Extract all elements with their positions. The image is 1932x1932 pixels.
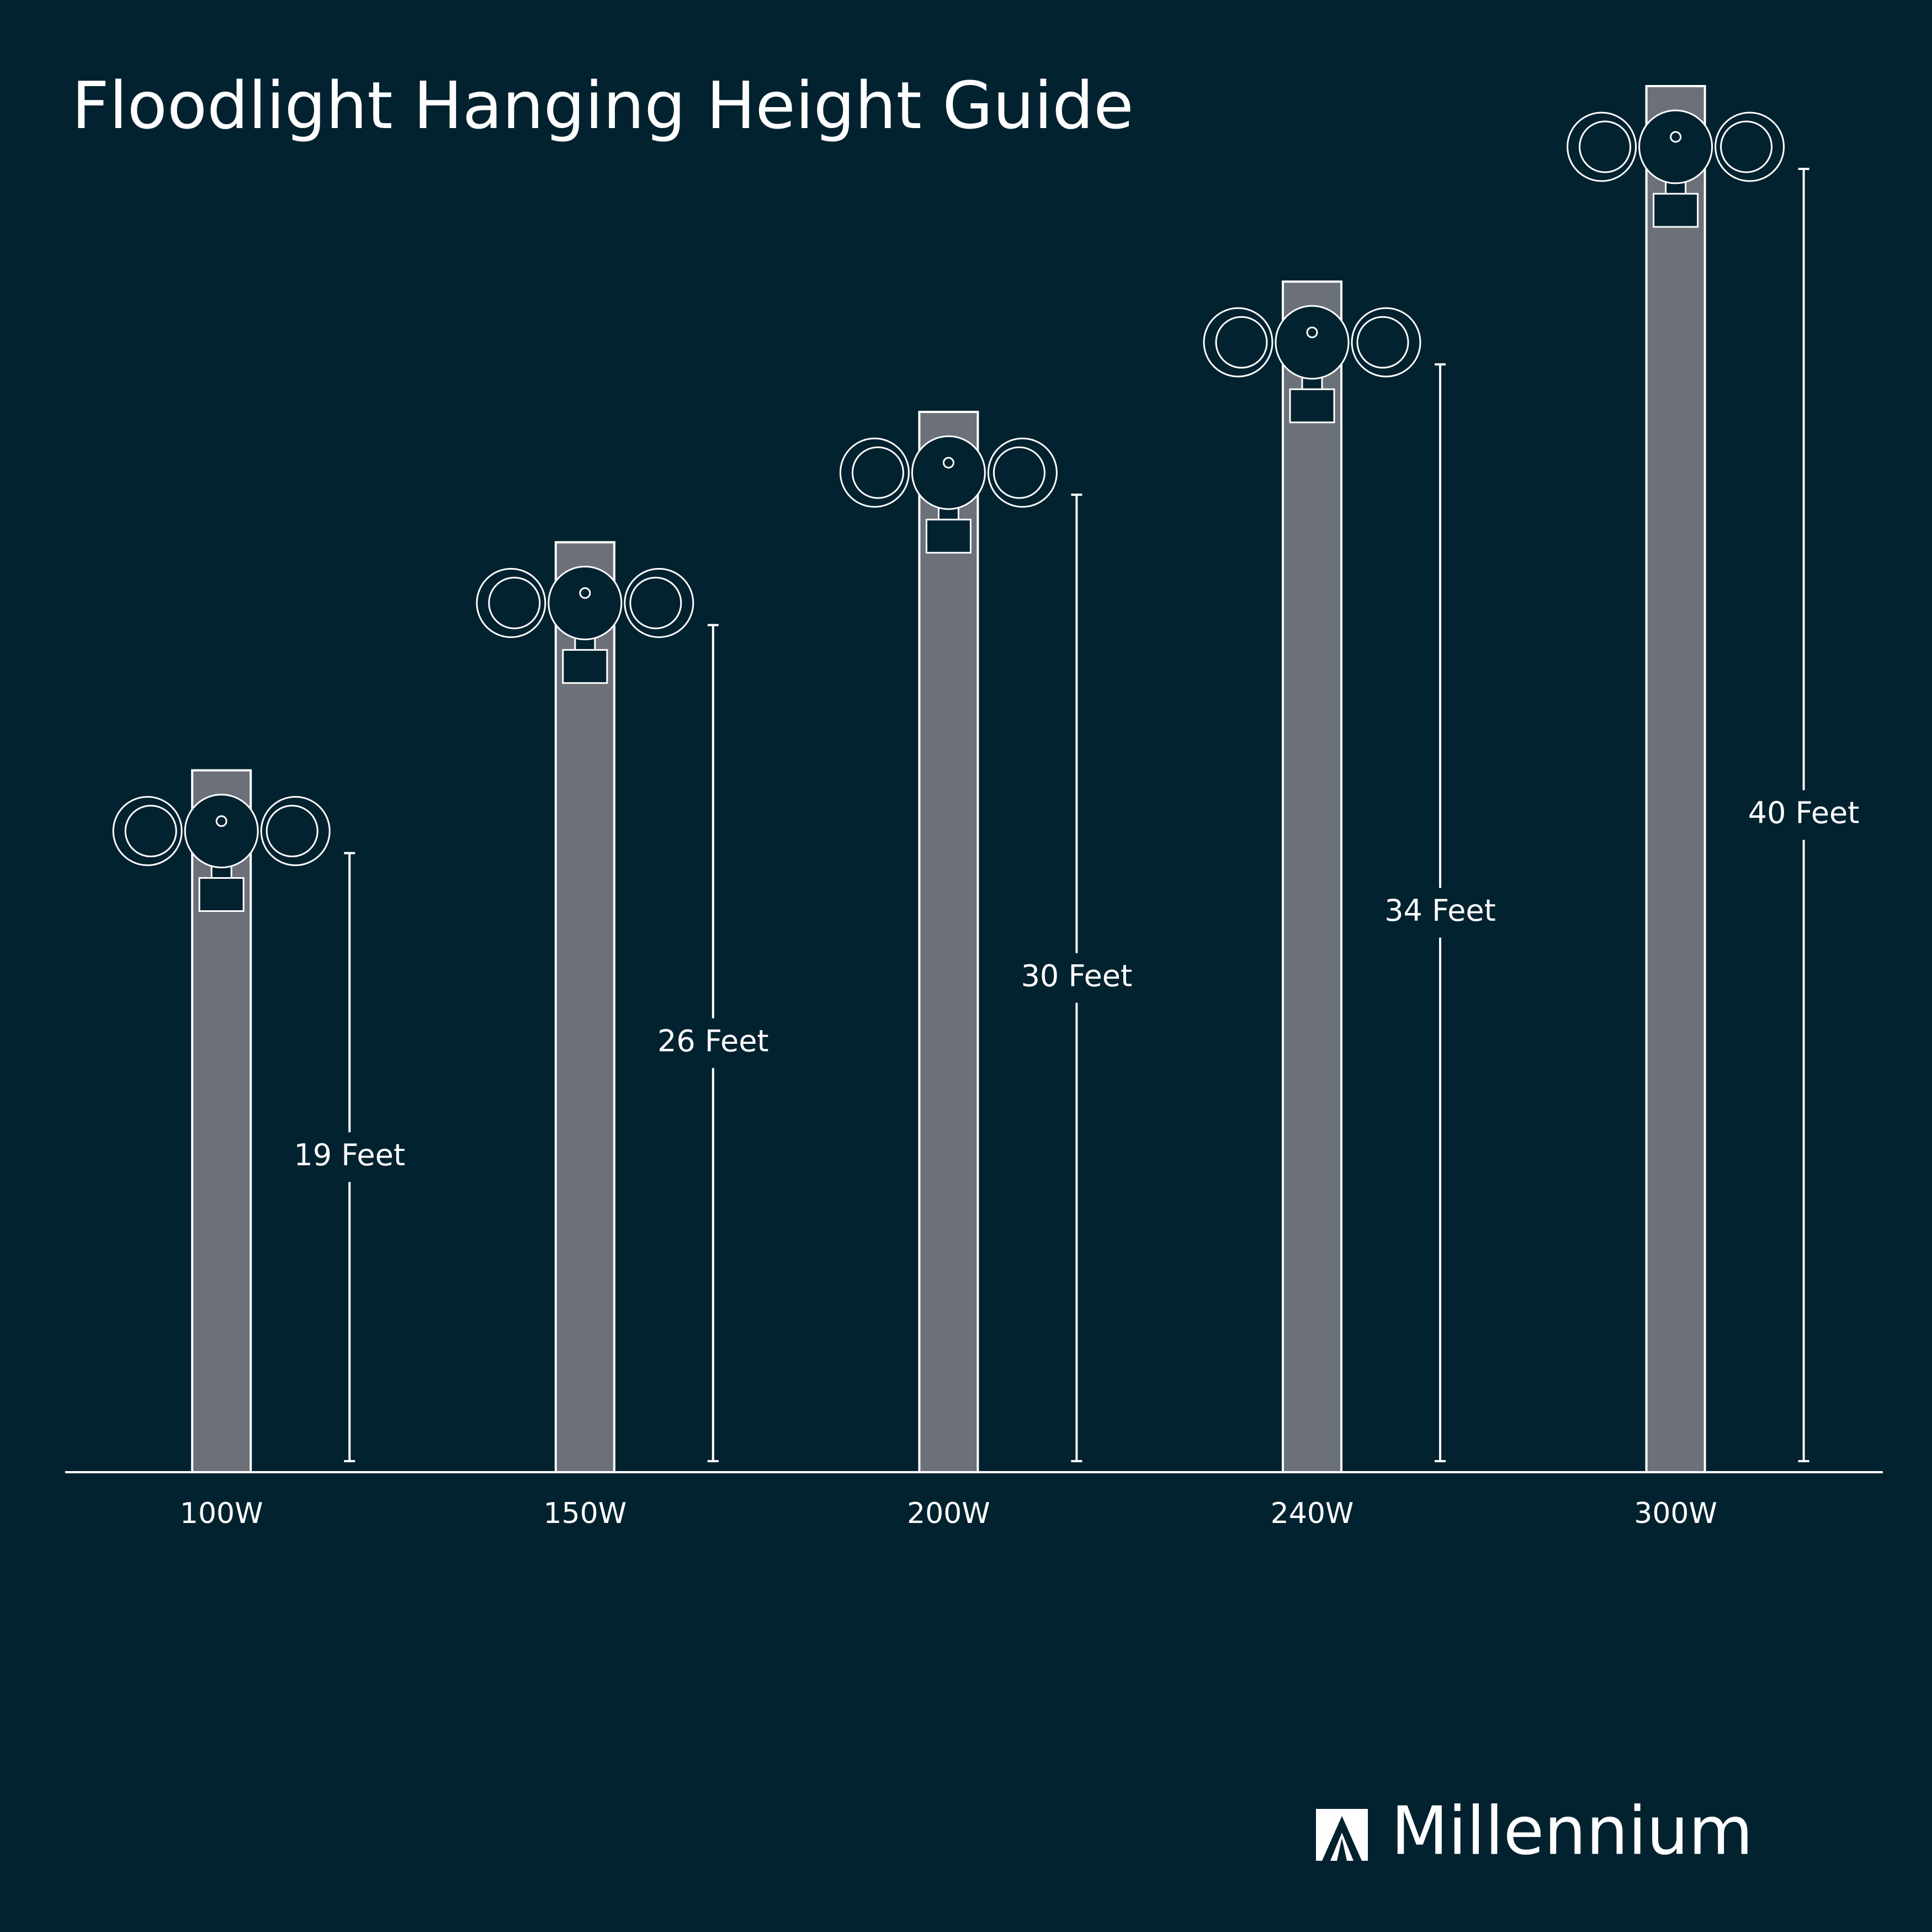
logo: Millennium bbox=[1316, 1793, 1753, 1870]
fixture-body bbox=[184, 794, 259, 869]
fixture-screw bbox=[579, 587, 591, 599]
fixture-screw bbox=[1670, 131, 1682, 143]
value-label: 30 Feet bbox=[1021, 958, 1133, 993]
lamp-lens bbox=[992, 446, 1045, 499]
lamp-lens bbox=[629, 576, 682, 629]
value-label: 26 Feet bbox=[657, 1023, 769, 1058]
pole bbox=[918, 411, 979, 1473]
floodlight-fixture bbox=[476, 565, 694, 684]
lamp-lens bbox=[124, 805, 177, 858]
fixture-body bbox=[1275, 305, 1350, 380]
motion-sensor bbox=[562, 649, 608, 684]
lamp-lens bbox=[1579, 120, 1632, 173]
x-tick-label: 300W bbox=[1634, 1497, 1717, 1530]
lamp-head bbox=[839, 437, 910, 508]
value-label: 40 Feet bbox=[1748, 795, 1860, 830]
fixture-body bbox=[1638, 109, 1713, 184]
lamp-head bbox=[112, 796, 183, 867]
lamp-lens bbox=[266, 805, 319, 858]
floodlight-fixture bbox=[1203, 305, 1421, 423]
fixture-body bbox=[548, 565, 623, 640]
label-gap bbox=[1073, 953, 1080, 1003]
motion-sensor bbox=[1289, 388, 1335, 423]
lamp-lens bbox=[1215, 316, 1268, 369]
fixture-screw bbox=[942, 457, 954, 469]
label-gap bbox=[346, 1132, 353, 1182]
chart-title: Floodlight Hanging Height Guide bbox=[72, 67, 1134, 144]
logo-glyph bbox=[1322, 1816, 1362, 1861]
label-gap bbox=[1436, 888, 1443, 938]
lamp-head bbox=[987, 437, 1058, 508]
pole bbox=[1281, 280, 1342, 1474]
label-gap bbox=[1800, 790, 1807, 840]
lamp-head bbox=[1567, 112, 1637, 182]
x-tick-label: 200W bbox=[907, 1497, 990, 1530]
lamp-lens bbox=[1720, 120, 1773, 173]
lamp-head bbox=[1203, 307, 1273, 378]
label-gap bbox=[709, 1018, 716, 1068]
fixture-body bbox=[911, 435, 986, 510]
value-label: 19 Feet bbox=[294, 1138, 405, 1172]
lamp-head bbox=[260, 796, 331, 867]
x-tick-label: 240W bbox=[1271, 1497, 1354, 1530]
floodlight-fixture bbox=[1567, 109, 1785, 228]
value-label: 34 Feet bbox=[1384, 893, 1496, 928]
x-tick-label: 150W bbox=[543, 1497, 627, 1530]
pole bbox=[1645, 85, 1706, 1473]
lamp-lens bbox=[1356, 316, 1409, 369]
brand-name: Millennium bbox=[1391, 1793, 1753, 1870]
lamp-lens bbox=[488, 576, 541, 629]
fixture-screw bbox=[1306, 326, 1318, 338]
fixture-screw bbox=[215, 815, 227, 827]
lamp-lens bbox=[851, 446, 904, 499]
motion-sensor bbox=[198, 877, 245, 912]
motion-sensor bbox=[925, 518, 972, 554]
motion-sensor bbox=[1653, 193, 1699, 228]
x-tick-label: 100W bbox=[180, 1497, 263, 1530]
lamp-head bbox=[1351, 307, 1421, 378]
floodlight-fixture bbox=[112, 794, 331, 912]
floodlight-fixture bbox=[839, 435, 1058, 554]
lamp-head bbox=[476, 567, 546, 638]
pole bbox=[554, 541, 615, 1473]
lamp-head bbox=[624, 567, 694, 638]
lamp-head bbox=[1715, 112, 1785, 182]
